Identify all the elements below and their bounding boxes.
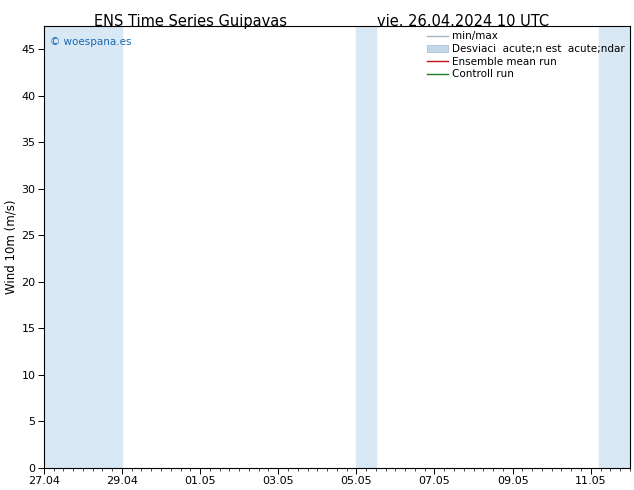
Text: vie. 26.04.2024 10 UTC: vie. 26.04.2024 10 UTC [377,14,549,29]
Bar [598,26,630,467]
Bar [44,26,122,467]
Bar [356,26,376,467]
Text: © woespana.es: © woespana.es [49,37,131,47]
Text: ENS Time Series Guipavas: ENS Time Series Guipavas [94,14,287,29]
Legend: min/max, Desviaci  acute;n est  acute;ndar, Ensemble mean run, Controll run: min/max, Desviaci acute;n est acute;ndar… [425,29,626,81]
Y-axis label: Wind 10m (m/s): Wind 10m (m/s) [4,199,17,294]
